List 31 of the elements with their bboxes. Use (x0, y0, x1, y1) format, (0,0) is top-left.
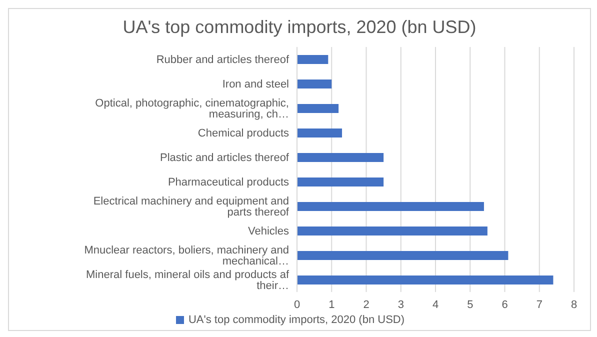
y-tick-label: Mineral fuels, mineral oils and products af their… (86, 269, 290, 292)
bar (297, 128, 342, 138)
y-tick-label: Plastic and articles thereof (160, 152, 290, 164)
y-tick-label: Vehicles (248, 226, 290, 238)
x-tick-label: 1 (328, 298, 335, 311)
x-tick-label: 2 (363, 298, 370, 311)
y-tick-label: Mnuclear reactors, boliers, machinery and mechanical… (84, 244, 289, 268)
x-tick-label: 6 (502, 298, 508, 311)
y-tick-label: Electrical machinery and equipment and parts thereof (93, 196, 290, 219)
bar (297, 104, 339, 113)
bar (297, 178, 384, 186)
y-tick-label: Rubber and articles thereof (156, 54, 290, 66)
bar (297, 153, 384, 162)
bar (297, 276, 554, 284)
x-tick-label: 7 (536, 298, 542, 311)
bar (297, 80, 332, 88)
y-tick-label: Iron and steel (222, 78, 289, 91)
chart-title: UA's top commodity imports, 2020 (bn USD) (122, 16, 478, 39)
x-tick-label: 4 (432, 298, 439, 311)
bar (297, 202, 484, 211)
bar (297, 251, 508, 260)
bar (297, 55, 328, 64)
y-tick-label: Optical, photographic, cinematographic, measuring, ch… (95, 98, 289, 121)
x-tick-label: 3 (398, 298, 404, 311)
y-tick-label: Chemical products (198, 128, 290, 140)
bar (297, 226, 488, 236)
x-tick-label: 0 (294, 298, 300, 311)
x-tick-label: 5 (467, 298, 474, 311)
legend-label: UA's top commodity imports, 2020 (bn USD) (188, 314, 405, 326)
x-tick-label: 8 (570, 298, 578, 311)
y-tick-label: Pharmaceutical products (168, 176, 290, 189)
